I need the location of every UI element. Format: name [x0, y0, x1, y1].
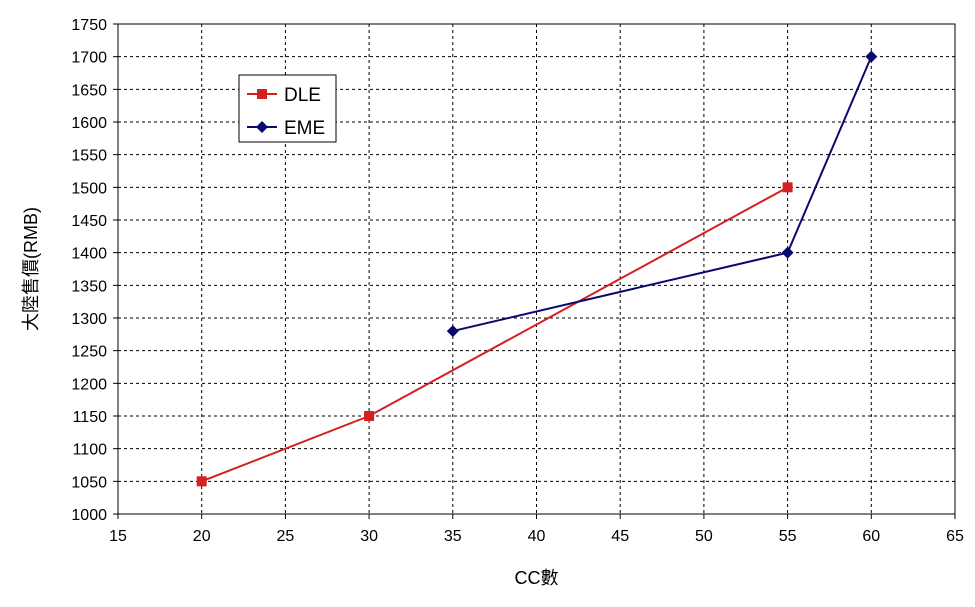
y-tick-label: 1550 — [71, 148, 107, 165]
legend-items: DLE EME — [247, 85, 325, 139]
x-tick-label: 40 — [528, 528, 546, 545]
y-tick-label: 1750 — [71, 17, 107, 34]
y-tick-label: 1700 — [71, 50, 107, 67]
legend-label: EME — [284, 118, 325, 139]
x-tick-label: 55 — [779, 528, 797, 545]
x-tick-label: 30 — [360, 528, 378, 545]
legend-box — [238, 74, 337, 143]
data-point-eme — [446, 325, 459, 338]
legend-item-eme: EME — [247, 118, 325, 139]
y-tick-label: 1200 — [71, 376, 107, 393]
series-dle — [196, 182, 793, 487]
y-tick-label: 1500 — [71, 180, 107, 197]
x-tick-label: 35 — [444, 528, 462, 545]
series-line-eme — [452, 56, 873, 333]
y-tick-label: 1350 — [71, 278, 107, 295]
series-eme — [446, 50, 878, 338]
y-axis-title: 大陸售價(RMB) — [21, 207, 41, 331]
y-tick-label: 1250 — [71, 344, 107, 361]
y-tick-label: 1400 — [71, 246, 107, 263]
x-tick-label: 65 — [946, 528, 964, 545]
x-tick-label: 25 — [277, 528, 295, 545]
y-tick-label: 1000 — [71, 507, 107, 524]
x-tick-label: 45 — [611, 528, 629, 545]
y-axis-ticks: 1000 1050 1100 1150 1200 1250 1300 1350 1400 1450… — [71, 17, 118, 524]
x-tick-label: 20 — [193, 528, 211, 545]
legend-label: DLE — [284, 85, 321, 106]
series-line-dle — [201, 186, 789, 483]
legend-swatch-marker — [257, 89, 267, 99]
legend-item-dle: DLE — [247, 85, 321, 106]
x-axis-title: CC數 — [515, 568, 559, 588]
y-tick-label: 1100 — [73, 442, 108, 459]
data-point-eme — [781, 246, 794, 259]
data-point-dle — [782, 182, 793, 193]
data-point-dle — [364, 411, 375, 421]
y-tick-label: 1050 — [71, 474, 107, 491]
data-point-dle — [196, 476, 207, 487]
x-tick-label: 50 — [695, 528, 713, 545]
data-point-eme — [865, 50, 878, 63]
y-tick-label: 1650 — [71, 82, 107, 99]
x-tick-label: 15 — [109, 528, 127, 545]
y-tick-label: 1600 — [71, 115, 107, 132]
y-tick-label: 1450 — [71, 213, 107, 230]
y-tick-label: 1150 — [73, 409, 108, 426]
x-tick-label: 60 — [862, 528, 880, 545]
y-tick-label: 1300 — [71, 311, 107, 328]
legend-swatch-marker — [256, 121, 268, 133]
series-group — [196, 50, 878, 487]
legend: DLE EME — [238, 74, 337, 143]
x-axis-ticks: 15 20 25 30 35 40 45 50 55 60 65 — [109, 514, 964, 545]
